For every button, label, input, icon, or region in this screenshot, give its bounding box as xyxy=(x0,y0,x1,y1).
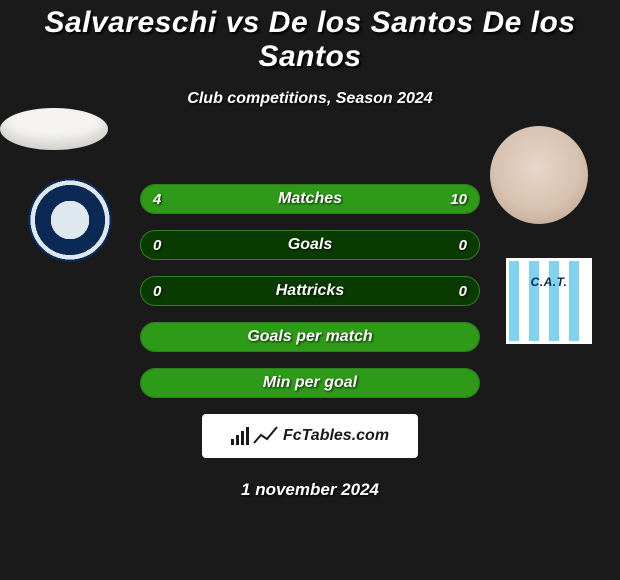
page-title: Salvareschi vs De los Santos De los Sant… xyxy=(0,6,620,74)
stat-full-fill xyxy=(141,369,479,397)
stat-full-fill xyxy=(141,323,479,351)
stat-left-value: 0 xyxy=(153,277,161,305)
brand-box: FcTables.com xyxy=(202,414,418,458)
stat-row: 4 Matches 10 xyxy=(140,184,480,214)
stat-left-value: 0 xyxy=(153,231,161,259)
stat-label: Goals xyxy=(141,231,479,259)
stat-right-value: 0 xyxy=(459,277,467,305)
stat-row: 0 Goals 0 xyxy=(140,230,480,260)
subtitle: Club competitions, Season 2024 xyxy=(0,90,620,108)
stat-row: Goals per match xyxy=(140,322,480,352)
stat-left-fill xyxy=(141,185,236,213)
player-left-avatar xyxy=(0,108,108,150)
stat-right-value: 0 xyxy=(459,231,467,259)
stats-area: 4 Matches 10 0 Goals 0 0 Hattricks 0 Goa… xyxy=(0,184,620,398)
stat-label: Hattricks xyxy=(141,277,479,305)
stat-row: Min per goal xyxy=(140,368,480,398)
bar-chart-icon xyxy=(231,427,249,445)
brand-text: FcTables.com xyxy=(283,427,389,445)
comparison-card: Salvareschi vs De los Santos De los Sant… xyxy=(0,0,620,580)
stat-right-fill xyxy=(236,185,479,213)
date-label: 1 november 2024 xyxy=(0,480,620,500)
stat-row: 0 Hattricks 0 xyxy=(140,276,480,306)
line-chart-icon xyxy=(255,427,277,445)
